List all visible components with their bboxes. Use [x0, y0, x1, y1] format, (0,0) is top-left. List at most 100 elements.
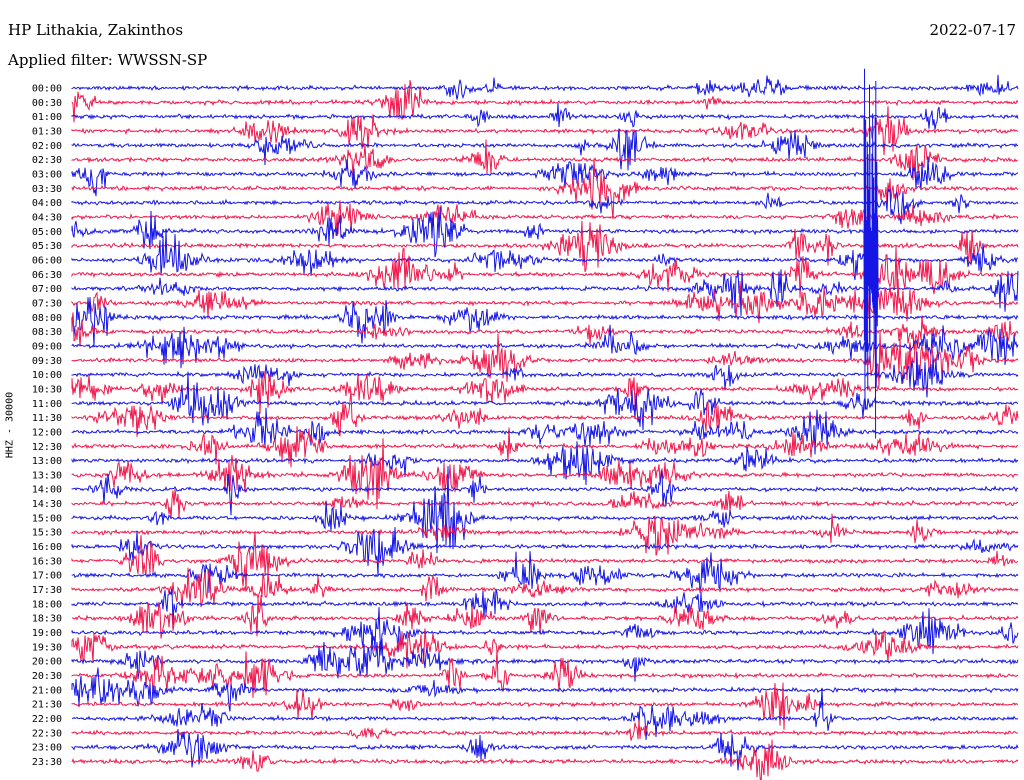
row-time-label: 09:30 — [32, 356, 62, 367]
seismic-trace — [71, 513, 1019, 556]
seismic-trace — [71, 324, 1019, 369]
seismic-trace — [71, 441, 1019, 486]
row-time-label: 06:00 — [32, 255, 62, 266]
row-time-label: 11:00 — [32, 399, 62, 410]
row-time-label: 21:00 — [32, 685, 62, 696]
row-time-label: 19:00 — [32, 628, 62, 639]
seismic-trace — [71, 531, 1019, 591]
row-time-label: 06:30 — [32, 270, 62, 281]
row-time-label: 19:30 — [32, 642, 62, 653]
row-time-label: 10:30 — [32, 384, 62, 395]
seismic-trace — [71, 106, 1019, 156]
seismic-trace — [71, 719, 1019, 741]
filter-label: Applied filter: WWSSN-SP — [8, 51, 208, 69]
seismic-trace — [71, 206, 1019, 258]
seismic-trace — [71, 407, 1019, 455]
seismic-trace — [71, 229, 1019, 281]
seismic-trace — [71, 128, 1019, 171]
seismic-trace — [71, 74, 1019, 100]
row-time-label: 22:30 — [32, 728, 62, 739]
row-time-label: 13:00 — [32, 456, 62, 467]
seismic-trace — [71, 426, 1019, 468]
row-time-label: 21:30 — [32, 700, 62, 711]
seismic-trace — [71, 371, 1019, 431]
seismic-trace — [71, 297, 1019, 347]
seismic-trace — [71, 729, 1019, 771]
seismic-trace — [71, 391, 1019, 437]
row-time-label: 03:30 — [32, 184, 62, 195]
seismic-trace — [71, 527, 1019, 577]
row-time-label: 12:30 — [32, 442, 62, 453]
seismic-trace — [71, 470, 1019, 516]
seismic-trace — [71, 79, 1019, 123]
row-time-label: 09:00 — [32, 341, 62, 352]
row-time-label: 11:30 — [32, 413, 62, 424]
seismic-trace — [71, 648, 1019, 698]
station-title: HP Lithakia, Zakinthos — [8, 21, 184, 39]
row-time-label: 22:00 — [32, 714, 62, 725]
row-time-label: 01:00 — [32, 112, 62, 123]
row-time-label: 14:30 — [32, 499, 62, 510]
seismic-trace — [71, 331, 1019, 387]
seismic-trace — [71, 269, 1019, 317]
row-time-label: 13:30 — [32, 470, 62, 481]
seismic-trace — [71, 489, 1018, 519]
row-time-label: 20:00 — [32, 657, 62, 668]
row-time-label: 01:30 — [32, 126, 62, 137]
seismic-trace — [71, 245, 1019, 298]
row-time-label: 00:30 — [32, 98, 62, 109]
seismic-trace — [71, 682, 1018, 730]
row-time-label: 07:30 — [32, 298, 62, 309]
row-time-label: 00:00 — [32, 84, 62, 95]
row-time-label: 07:00 — [32, 284, 62, 295]
row-time-label: 03:00 — [32, 169, 62, 180]
seismic-trace — [71, 312, 1019, 350]
row-time-label: 10:00 — [32, 370, 62, 381]
row-time-label: 18:00 — [32, 599, 62, 610]
row-time-label: 17:00 — [32, 571, 62, 582]
row-time-label: 15:00 — [32, 513, 62, 524]
seismic-trace — [71, 466, 1019, 554]
seismic-trace — [71, 200, 1019, 236]
seismic-trace — [71, 187, 1019, 225]
seismic-trace — [71, 139, 1019, 181]
seismic-trace — [71, 588, 1019, 625]
seismic-trace — [71, 567, 1019, 609]
seismic-trace — [71, 628, 1019, 669]
seismic-trace — [71, 351, 1019, 398]
row-time-label: 17:30 — [32, 585, 62, 596]
row-time-label: 20:30 — [32, 671, 62, 682]
row-time-label: 04:30 — [32, 212, 62, 223]
seismic-trace — [71, 102, 1019, 130]
seismic-trace — [71, 158, 1019, 219]
row-time-label: 15:30 — [32, 528, 62, 539]
date-label: 2022-07-17 — [929, 21, 1016, 39]
row-time-label: 02:30 — [32, 155, 62, 166]
seismic-trace — [71, 370, 1019, 414]
seismic-trace — [71, 607, 1019, 655]
seismic-trace — [71, 629, 1019, 682]
row-time-label: 12:00 — [32, 427, 62, 438]
seismic-trace — [71, 551, 1019, 593]
row-time-label: 08:00 — [32, 313, 62, 324]
seismic-trace — [71, 438, 1019, 510]
seismic-trace — [71, 595, 1019, 639]
row-time-label: 23:00 — [32, 743, 62, 754]
seismic-trace — [71, 156, 1019, 197]
seismic-trace — [71, 278, 1019, 324]
row-time-label: 14:00 — [32, 485, 62, 496]
row-time-label: 05:30 — [32, 241, 62, 252]
seismic-trace — [71, 220, 1019, 272]
row-time-label: 08:30 — [32, 327, 62, 338]
row-time-label: 04:00 — [32, 198, 62, 209]
seismic-trace — [71, 739, 1019, 780]
row-time-label: 16:30 — [32, 556, 62, 567]
row-time-label: 05:00 — [32, 227, 62, 238]
row-time-label: 18:30 — [32, 614, 62, 625]
row-time-label: 16:00 — [32, 542, 62, 553]
seismic-trace — [71, 688, 1019, 740]
row-time-label: 02:00 — [32, 141, 62, 152]
major-event-trace — [863, 68, 879, 439]
row-time-label: 23:30 — [32, 757, 62, 768]
